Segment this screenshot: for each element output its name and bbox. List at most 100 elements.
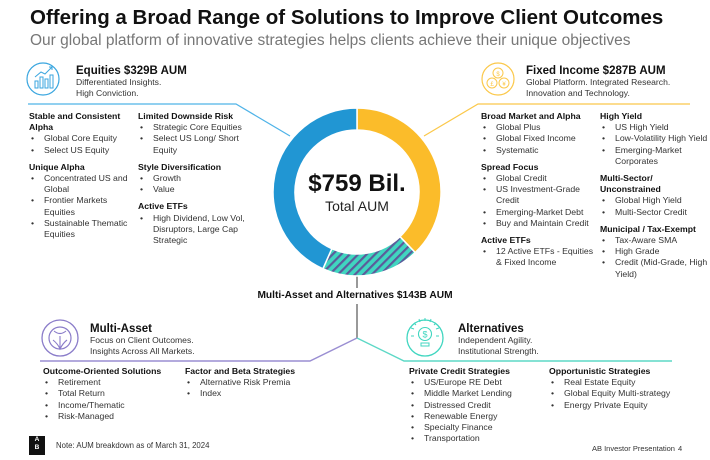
strategy-item: Emerging-Market Debt [481,207,601,218]
strategy-item: Distressed Credit [409,400,544,411]
group-heading: Unique Alpha [29,161,85,172]
equities-column-2: Limited Downside RiskStrategic Core Equi… [138,111,250,246]
alternatives-title: Alternatives [458,323,524,335]
svg-text:$: $ [422,330,427,340]
group-heading: Outcome-Oriented Solutions [43,366,162,376]
strategy-item: Select US Equity [29,145,137,156]
equities-column-1: Stable and Consistent AlphaGlobal Core E… [29,111,137,240]
ab-logo: A B [29,436,45,455]
fixed-income-tagline-1: Global Platform. Integrated Research. [526,77,671,87]
strategy-list: 12 Active ETFs - Equities & Fixed Income [481,246,601,268]
group-heading: Active ETFs [138,201,188,212]
strategy-item: Global Plus [481,122,601,133]
multi-asset-tagline-2: Insights Across All Markets. [90,345,195,356]
alternatives-header: Alternatives Independent Agility. Instit… [458,323,539,356]
multi-asset-column-1: Outcome-Oriented SolutionsRetirementTota… [43,366,183,422]
strategy-item: Sustainable Thematic Equities [29,218,137,240]
total-aum-label: Total AUM [325,198,389,214]
globe-leaf-icon [41,319,79,357]
group-heading: Multi-Sector/ Unconstrained [600,173,661,195]
multi-asset-alternatives-aum-label: Multi-Asset and Alternatives $143B AUM [257,290,453,301]
strategy-item: Systematic [481,145,601,156]
strategy-item: US/Europe RE Debt [409,377,544,388]
strategy-list: Global High YieldMulti-Sector Credit [600,195,708,218]
strategy-item: Renewable Energy [409,411,544,422]
strategy-list: Global PlusGlobal Fixed IncomeSystematic [481,122,601,156]
strategy-item: Global High Yield [600,195,708,206]
equities-header: Equities $329B AUM Differentiated Insigh… [76,65,187,98]
svg-text:£: £ [490,82,494,88]
logo-letter-a: A [34,436,40,443]
strategy-item: Transportation [409,433,544,444]
strategy-item: Global Core Equity [29,133,137,144]
equities-connector-line [28,103,291,137]
presentation-label: AB Investor Presentation [592,444,675,453]
strategy-list: Alternative Risk PremiaIndex [185,377,325,400]
strategy-item: High Dividend, Low Vol, Disruptors, Larg… [138,213,250,247]
donut-segment-multi-asset-and-alternatives [321,235,417,277]
strategy-list: RetirementTotal ReturnIncome/ThematicRis… [43,377,183,422]
fixed-income-header: Fixed Income $287B AUM Global Platform. … [526,65,670,98]
strategy-item: Concentrated US and Global [29,173,137,195]
aum-donut-chart [272,107,442,277]
strategy-item: Risk-Managed [43,411,183,422]
strategy-item: Credit (Mid-Grade, High Yield) [600,257,708,279]
multi-asset-column-2: Factor and Beta StrategiesAlternative Ri… [185,366,325,400]
strategy-item: Total Return [43,388,183,399]
group-heading: Style Diversification [138,161,222,172]
fixed-income-tagline-2: Innovation and Technology. [526,87,630,98]
group-heading: Municipal / Tax-Exempt [600,223,696,234]
group-heading: Private Credit Strategies [409,366,510,376]
equities-title: Equities $329B AUM [76,65,187,77]
group-heading: Stable and Consistent Alpha [29,111,121,133]
strategy-item: Income/Thematic [43,400,183,411]
strategy-item: High Grade [600,246,708,257]
strategy-item: Global Equity Multi-strategy [549,388,699,399]
equities-tagline-2: High Conviction. [76,87,139,98]
fixed-income-column-2: High YieldUS High YieldLow-Volatility Hi… [600,111,708,280]
strategy-item: Specialty Finance [409,422,544,433]
multi-asset-title: Multi-Asset [90,323,152,335]
alternatives-tagline-2: Institutional Strength. [458,345,539,356]
svg-text:¥: ¥ [502,82,506,88]
equities-tagline-1: Differentiated Insights. [76,77,162,87]
strategy-item: US High Yield [600,122,708,133]
growth-chart-icon [26,62,60,96]
fixed-income-title: Fixed Income $287B AUM [526,65,666,77]
currency-coins-icon: $ £ ¥ [481,62,515,96]
strategy-list: Global CreditUS Investment-Grade CreditE… [481,173,601,229]
strategy-item: Growth [138,173,250,184]
group-heading: Opportunistic Strategies [549,366,651,376]
page-title: Offering a Broad Range of Solutions to I… [30,6,664,29]
strategy-item: Emerging-Market Corporates [600,145,708,167]
strategy-item: 12 Active ETFs - Equities & Fixed Income [481,246,601,268]
strategy-item: Value [138,184,250,195]
group-heading: Broad Market and Alpha [481,111,581,121]
strategy-list: Real Estate EquityGlobal Equity Multi-st… [549,377,699,411]
alternatives-column-2: Opportunistic StrategiesReal Estate Equi… [549,366,699,411]
strategy-list: High Dividend, Low Vol, Disruptors, Larg… [138,213,250,247]
page-number: 4 [678,444,683,453]
multi-asset-tagline-1: Focus on Client Outcomes. [90,335,194,345]
strategy-item: Global Fixed Income [481,133,601,144]
footnote: Note: AUM breakdown as of March 31, 2024 [56,441,210,450]
alternatives-connector-line [356,337,672,362]
strategy-item: Select US Long/ Short Equity [138,133,250,155]
strategy-item: Frontier Markets Equities [29,195,137,217]
group-heading: Active ETFs [481,235,531,246]
strategy-list: Concentrated US and GlobalFrontier Marke… [29,173,137,240]
fixed-income-connector-line [423,103,690,137]
alternatives-tagline-1: Independent Agility. [458,335,533,345]
strategy-item: Strategic Core Equities [138,122,250,133]
strategy-item: US Investment-Grade Credit [481,184,601,206]
group-heading: Spread Focus [481,161,539,172]
multi-asset-header: Multi-Asset Focus on Client Outcomes. In… [90,323,195,356]
strategy-item: Real Estate Equity [549,377,699,388]
strategy-item: Global Credit [481,173,601,184]
total-aum-value: $759 Bil. [308,170,406,197]
svg-text:$: $ [496,72,500,78]
strategy-item: Index [185,388,325,399]
logo-letter-b: B [34,444,40,451]
group-heading: Factor and Beta Strategies [185,366,296,376]
